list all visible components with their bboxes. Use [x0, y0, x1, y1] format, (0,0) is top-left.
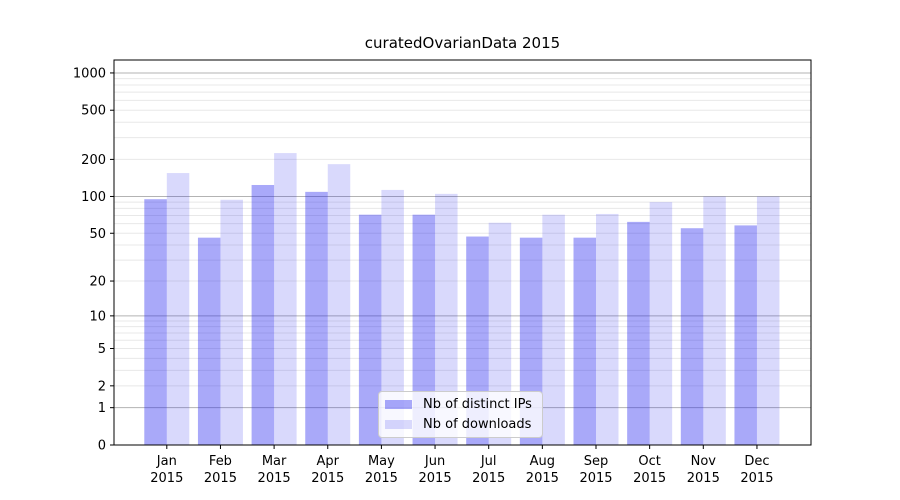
chart-title: curatedOvarianData 2015: [364, 34, 561, 52]
x-tick-label-year-oct: 2015: [633, 471, 666, 486]
legend-label-downloads: Nb of downloads: [423, 417, 532, 432]
plot-border: [113, 59, 812, 446]
legend-swatch-downloads: [385, 420, 412, 429]
x-tick-label-year-feb: 2015: [204, 471, 237, 486]
bar-distinct-ips-jun: [412, 214, 436, 445]
y-tick-label-20: 20: [89, 275, 106, 290]
bar-downloads-sep: [596, 213, 619, 445]
bar-downloads-may: [381, 189, 404, 445]
y-tick-label-50: 50: [89, 227, 106, 242]
x-tick-label-year-aug: 2015: [526, 471, 559, 486]
legend-item-distinct-ips: Nb of distinct IPs: [385, 396, 532, 413]
y-tick-label-100: 100: [81, 190, 106, 205]
x-tick-label-month-feb: Feb: [209, 454, 232, 469]
legend: Nb of distinct IPs Nb of downloads: [378, 391, 543, 438]
x-tick-label-year-nov: 2015: [687, 471, 720, 486]
x-tick-label-year-apr: 2015: [311, 471, 344, 486]
y-tick-label-1: 1: [98, 401, 106, 416]
x-tick-label-year-may: 2015: [365, 471, 398, 486]
x-tick-label-year-jan: 2015: [150, 471, 183, 486]
bar-downloads-feb: [220, 199, 243, 445]
bar-distinct-ips-apr: [305, 191, 328, 445]
bar-downloads-dec: [756, 196, 780, 445]
bar-distinct-ips-mar: [251, 184, 275, 445]
x-tick-label-month-oct: Oct: [638, 454, 660, 469]
x-tick-label-year-dec: 2015: [740, 471, 773, 486]
x-tick-label-month-sep: Sep: [584, 454, 609, 469]
x-tick-label-month-nov: Nov: [691, 454, 717, 469]
bar-distinct-ips-may: [358, 214, 382, 445]
bar-downloads-mar: [274, 153, 297, 445]
x-tick-label-year-jun: 2015: [419, 471, 452, 486]
x-tick-label-year-mar: 2015: [258, 471, 291, 486]
x-tick-label-month-mar: Mar: [262, 454, 287, 469]
x-tick-label-month-jul: Jul: [480, 454, 497, 469]
bar-distinct-ips-nov: [680, 228, 704, 445]
bar-downloads-jun: [435, 193, 458, 445]
y-tick-label-10: 10: [89, 309, 106, 324]
bar-distinct-ips-oct: [627, 221, 650, 445]
legend-item-downloads: Nb of downloads: [385, 416, 532, 433]
bar-distinct-ips-dec: [734, 225, 757, 445]
bar-downloads-nov: [703, 196, 726, 445]
y-tick-label-500: 500: [81, 104, 106, 119]
y-tick-label-2: 2: [98, 379, 106, 394]
x-tick-label-month-dec: Dec: [744, 454, 769, 469]
y-tick-label-200: 200: [81, 153, 106, 168]
y-tick-label-0: 0: [98, 439, 106, 454]
x-tick-label-month-may: May: [368, 454, 395, 469]
legend-label-distinct-ips: Nb of distinct IPs: [423, 397, 532, 412]
bar-downloads-jul: [488, 222, 512, 445]
bar-distinct-ips-jan: [144, 199, 167, 445]
bar-downloads-apr: [327, 164, 351, 445]
bar-downloads-aug: [542, 214, 565, 445]
legend-swatch-distinct-ips: [385, 400, 412, 409]
x-tick-label-month-jun: Jun: [424, 454, 445, 469]
x-tick-label-month-aug: Aug: [530, 454, 555, 469]
x-tick-label-month-apr: Apr: [317, 454, 340, 469]
y-tick-label-1000: 1000: [73, 66, 106, 81]
y-tick-label-5: 5: [98, 342, 106, 357]
bar-downloads-jan: [166, 173, 190, 445]
x-tick-label-month-jan: Jan: [156, 454, 177, 469]
x-tick-label-year-sep: 2015: [579, 471, 612, 486]
bar-distinct-ips-feb: [197, 237, 221, 445]
x-tick-label-year-jul: 2015: [472, 471, 505, 486]
bar-downloads-oct: [649, 202, 673, 445]
bar-distinct-ips-sep: [573, 237, 596, 445]
